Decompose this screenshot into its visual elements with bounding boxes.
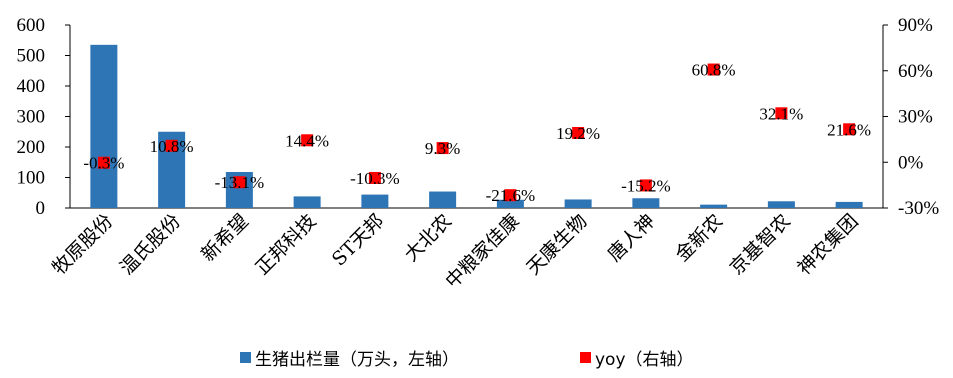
yoy-point bbox=[97, 156, 110, 169]
bar bbox=[293, 196, 321, 208]
bar bbox=[361, 194, 389, 208]
yoy-data-label: -13.1% bbox=[215, 173, 265, 192]
bar bbox=[632, 198, 660, 208]
legend-item-bars: 生猪出栏量（万头，左轴） bbox=[240, 345, 459, 370]
yoy-data-label: 9.3% bbox=[425, 139, 460, 158]
yoy-data-label: 14.4% bbox=[285, 131, 329, 150]
left-tick-label: 100 bbox=[17, 168, 46, 189]
yoy-data-label: 19.2% bbox=[556, 124, 600, 143]
category-label: 中粮家佳康 bbox=[441, 210, 524, 293]
right-tick-label: 0% bbox=[898, 152, 924, 173]
category-label: 正邦科技 bbox=[251, 210, 320, 279]
yoy-data-label: -15.2% bbox=[621, 176, 671, 195]
yoy-data-label: 10.8% bbox=[150, 137, 194, 156]
legend-label-bars: 生猪出栏量（万头，左轴） bbox=[255, 350, 459, 370]
yoy-data-label: -21.6% bbox=[486, 186, 536, 205]
yoy-data-label: 21.6% bbox=[827, 120, 871, 139]
category-label: 温氏股份 bbox=[116, 210, 185, 279]
right-tick-label: 60% bbox=[898, 61, 933, 82]
legend-swatch-yoy bbox=[580, 352, 591, 363]
legend-label-yoy: yoy（右轴） bbox=[595, 350, 694, 370]
category-label: 新希望 bbox=[197, 210, 253, 266]
yoy-point bbox=[572, 126, 585, 139]
bar bbox=[564, 199, 592, 208]
bar bbox=[835, 201, 863, 208]
yoy-point bbox=[436, 142, 449, 155]
yoy-point bbox=[368, 171, 381, 184]
category-label: 唐人神 bbox=[604, 210, 660, 266]
bar bbox=[429, 191, 457, 208]
right-tick-label: 90% bbox=[898, 15, 933, 36]
legend-item-yoy: yoy（右轴） bbox=[580, 345, 694, 370]
yoy-data-label: -0.3% bbox=[83, 154, 124, 173]
right-tick-label: -30% bbox=[898, 198, 939, 219]
bar-series bbox=[90, 44, 863, 209]
data-labels: -0.3% 10.8% -13.1% 14.4% -10.3% 9.3% -21.6% 19.… bbox=[83, 61, 871, 206]
right-axis-ticks: -30% 0% 30% 60% 90% bbox=[883, 15, 939, 219]
yoy-point bbox=[233, 176, 246, 189]
yoy-point bbox=[301, 134, 314, 147]
left-tick-label: 400 bbox=[17, 76, 46, 97]
left-tick-label: 300 bbox=[17, 107, 46, 128]
right-tick-label: 30% bbox=[898, 107, 933, 128]
yoy-point bbox=[639, 179, 652, 192]
yoy-point bbox=[504, 189, 517, 202]
left-tick-label: 200 bbox=[17, 137, 46, 158]
left-tick-label: 0 bbox=[36, 198, 46, 219]
yoy-data-label: -10.3% bbox=[350, 169, 400, 188]
category-label: 京基智农 bbox=[726, 210, 795, 279]
category-label: 大北农 bbox=[400, 210, 456, 266]
bar bbox=[700, 204, 728, 208]
bar bbox=[496, 199, 524, 208]
yoy-data-label: 32.1% bbox=[759, 104, 803, 123]
left-axis-ticks: 0 100 200 300 400 500 600 bbox=[17, 15, 70, 219]
category-label: 天康生物 bbox=[522, 210, 591, 279]
legend-swatch-bars bbox=[240, 352, 251, 363]
left-tick-label: 500 bbox=[17, 46, 46, 67]
yoy-data-label: 60.8% bbox=[692, 61, 736, 80]
category-label: 牧原股份 bbox=[48, 210, 117, 279]
bar bbox=[90, 44, 118, 209]
category-label: 金新农 bbox=[671, 210, 727, 266]
legend: 生猪出栏量（万头，左轴） yoy（右轴） bbox=[0, 345, 953, 370]
yoy-series bbox=[97, 63, 856, 202]
yoy-point bbox=[843, 123, 856, 136]
category-label: ST天邦 bbox=[328, 210, 389, 271]
left-tick-label: 600 bbox=[17, 15, 46, 36]
yoy-point bbox=[775, 107, 788, 120]
yoy-point bbox=[707, 63, 720, 76]
yoy-point bbox=[165, 139, 178, 152]
category-label: 神农集团 bbox=[793, 210, 862, 279]
bar bbox=[767, 201, 795, 208]
